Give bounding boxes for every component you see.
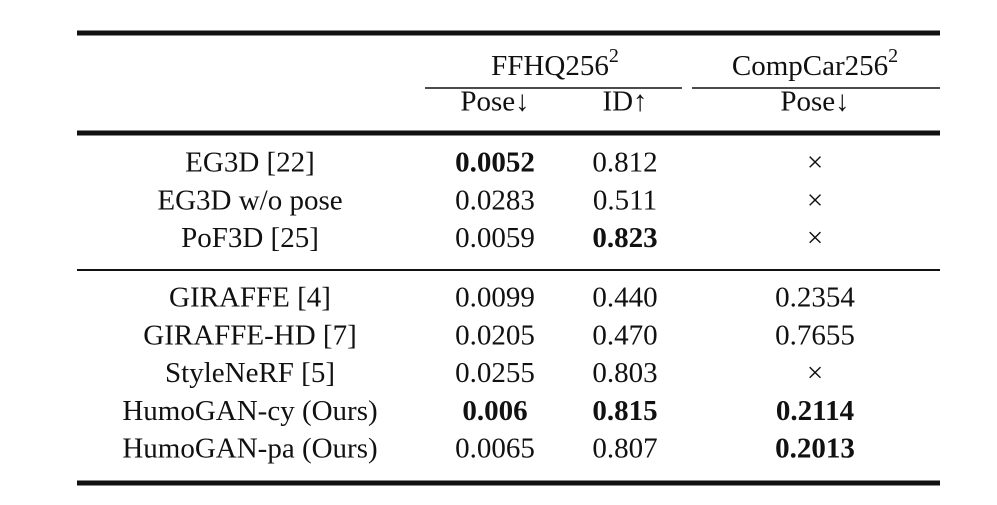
method-name: GIRAFFE-HD [7] xyxy=(143,319,356,351)
cell: 0.2013 xyxy=(775,432,855,464)
group-sup: 2 xyxy=(609,45,619,67)
method-name: StyleNeRF [5] xyxy=(165,357,335,389)
cell: 0.470 xyxy=(592,319,657,351)
cell: 0.0099 xyxy=(455,282,535,314)
method-name: HumoGAN-cy (Ours) xyxy=(122,395,377,427)
group-label: FFHQ256 xyxy=(491,50,609,82)
cell: 0.807 xyxy=(592,432,657,464)
group-label: CompCar256 xyxy=(732,50,888,82)
cell: 0.511 xyxy=(593,184,657,216)
cell: 0.0205 xyxy=(455,319,535,351)
cell: 0.815 xyxy=(592,395,657,427)
cell: 0.0283 xyxy=(455,184,535,216)
column-header: Pose↓ xyxy=(460,86,529,118)
method-name: HumoGAN-pa (Ours) xyxy=(122,432,377,464)
cell: × xyxy=(807,357,823,389)
cell: 0.0059 xyxy=(455,222,535,254)
cell: × xyxy=(807,184,823,216)
group-sup: 2 xyxy=(888,45,898,67)
method-name: GIRAFFE [4] xyxy=(169,282,331,314)
cell: 0.0065 xyxy=(455,432,535,464)
cell: × xyxy=(807,147,823,179)
method-name: EG3D [22] xyxy=(185,147,315,179)
method-name: PoF3D [25] xyxy=(181,222,319,254)
cell: 0.0255 xyxy=(455,357,535,389)
cell: 0.2114 xyxy=(776,395,854,427)
group-header: FFHQ2562 xyxy=(491,45,619,82)
cell: 0.2354 xyxy=(775,282,855,314)
cell: 0.803 xyxy=(592,357,657,389)
cell: 0.006 xyxy=(462,395,527,427)
cell: × xyxy=(807,222,823,254)
cell: 0.440 xyxy=(592,282,657,314)
cell: 0.812 xyxy=(592,147,657,179)
method-name: EG3D w/o pose xyxy=(157,184,342,216)
cell: 0.823 xyxy=(592,222,657,254)
cell: 0.7655 xyxy=(775,319,855,351)
cell: 0.0052 xyxy=(455,147,535,179)
group-header: CompCar2562 xyxy=(732,45,898,82)
column-header: ID↑ xyxy=(602,86,647,118)
column-header: Pose↓ xyxy=(780,86,849,118)
